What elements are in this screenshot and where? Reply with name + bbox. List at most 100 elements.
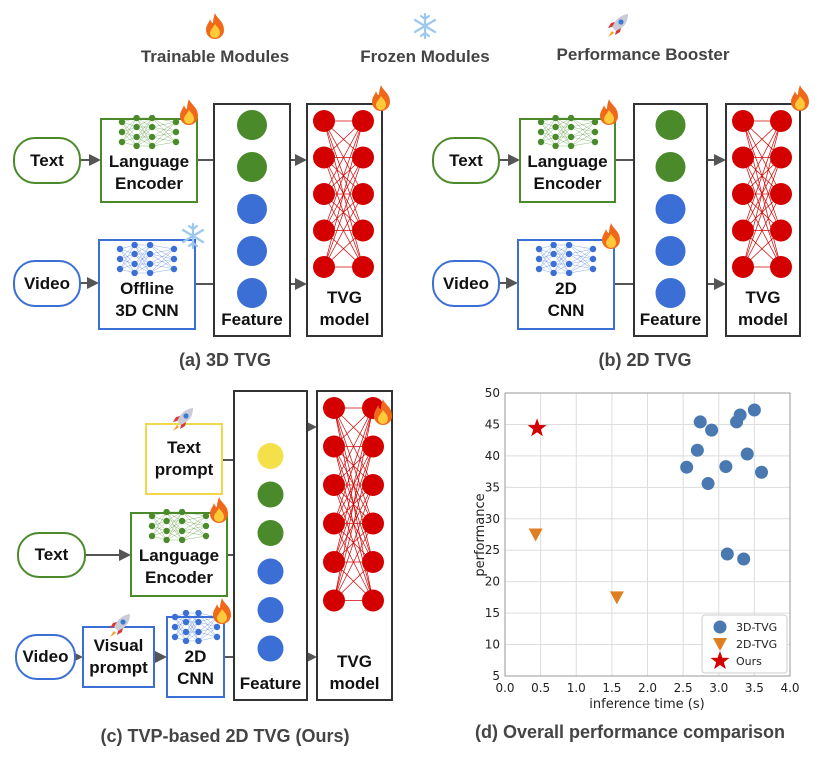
point-3d-tvg: [693, 415, 707, 429]
neural-net-icon: [171, 609, 220, 645]
feature-dot: [655, 110, 686, 140]
neural-net-icon: [116, 241, 178, 277]
fire-icon: [368, 84, 394, 112]
tvg-node: [313, 183, 335, 205]
fire-icon: [202, 12, 228, 40]
fire-icon: [596, 98, 622, 126]
label: Language: [108, 152, 190, 171]
y-tick-label: 25: [485, 543, 500, 557]
text-input-node: Text: [432, 137, 500, 184]
tvg-node: [362, 512, 384, 535]
2d-cnn: 2D CNN: [517, 239, 615, 330]
feature-dot: [257, 443, 284, 469]
y-tick-label: 5: [492, 669, 500, 683]
legend-marker: [710, 651, 730, 670]
offline-3d-cnn: Offline 3D CNN: [98, 239, 196, 330]
tvg-node: [323, 435, 345, 458]
tvg-node: [362, 435, 384, 458]
tvg-node: [362, 589, 384, 612]
label: Text: [167, 438, 201, 457]
tvg-node: [323, 512, 345, 535]
label: CNN: [547, 301, 585, 320]
feature-dot: [257, 558, 284, 585]
tvg-node: [770, 256, 792, 278]
feature-label: Feature: [639, 310, 702, 329]
x-axis-label: inference time (s): [589, 697, 704, 712]
point-3d-tvg: [720, 547, 734, 561]
point-ours: [527, 418, 547, 437]
text-input-node: Text: [13, 137, 81, 184]
caption-a: (a) 3D TVG: [178, 350, 271, 370]
tvg-model: TVG model: [725, 103, 801, 337]
tvg-node: [352, 146, 374, 169]
label: 2D: [184, 647, 207, 666]
caption-c: (c) TVP-based 2D TVG (Ours): [100, 726, 350, 746]
tvg-model: TVG model: [316, 390, 393, 701]
point-3d-tvg: [701, 477, 715, 491]
point-3d-tvg: [755, 465, 768, 479]
tvg-node: [732, 110, 754, 132]
feature-dot: [257, 481, 284, 508]
y-tick-label: 45: [485, 417, 500, 431]
tvg-node: [352, 110, 374, 132]
label: model: [329, 674, 380, 693]
legend-booster: Performance Booster: [556, 45, 730, 64]
label: prompt: [154, 460, 214, 479]
x-tick-label: 2.0: [638, 681, 657, 695]
label: model: [319, 310, 370, 329]
language-encoder: Language Encoder: [100, 114, 198, 203]
label: Encoder: [114, 174, 184, 193]
tvg-node: [313, 110, 335, 132]
tvg-node: [732, 183, 754, 205]
legend-frozen: Frozen Modules: [360, 47, 490, 66]
x-tick-label: 1.5: [602, 681, 621, 695]
x-tick-label: 0.0: [495, 681, 514, 695]
feature-column: Feature: [213, 103, 291, 337]
point-3d-tvg: [690, 443, 704, 457]
tvg-node: [352, 183, 374, 205]
y-axis-label: performance: [473, 493, 488, 576]
language-encoder: Language Encoder: [130, 508, 228, 597]
x-tick-label: 2.5: [674, 681, 693, 695]
feature-dot: [237, 110, 267, 140]
feature-dot: [655, 278, 686, 308]
feature-dot: [237, 278, 267, 308]
feature-label: Feature: [221, 310, 283, 329]
scatter-chart: 0.0 0.5 1.0 1.5 2.0 2.5 3.0 3.5 4.0 5 10 15 20 25 30 35…: [473, 386, 800, 712]
caption-b: (b) 2D TVG: [598, 350, 692, 370]
x-tick-label: 3.0: [709, 681, 728, 695]
x-tick-label: 1.0: [567, 681, 586, 695]
fire-icon: [370, 398, 396, 426]
point-3d-tvg: [705, 423, 719, 437]
x-tick-label: 4.0: [780, 681, 799, 695]
video-input-node: Video: [13, 260, 81, 307]
2d-cnn: 2D CNN: [166, 609, 225, 698]
feature-dot: [655, 152, 686, 182]
label: Visual: [93, 636, 144, 655]
neural-net-icon: [535, 241, 597, 277]
feature-column: Feature: [633, 103, 708, 337]
neural-net-icon: [118, 114, 180, 150]
tvg-node: [313, 256, 335, 278]
label: Offline: [120, 279, 174, 298]
point-2d-tvg: [609, 591, 624, 605]
label: Encoder: [144, 568, 214, 587]
tvg-node: [732, 146, 754, 169]
neural-net-icon: [148, 508, 210, 544]
legend-marker: [713, 638, 727, 651]
y-tick-label: 50: [485, 386, 500, 400]
point-3d-tvg: [740, 447, 754, 461]
feature-dot: [237, 236, 267, 266]
label: TVG: [337, 652, 372, 671]
rocket-icon: [605, 12, 631, 40]
chart-legend: 3D-TVG 2D-TVG Ours: [701, 614, 788, 674]
fire-icon: [787, 84, 813, 112]
tvg-node: [362, 551, 384, 573]
rocket-icon: [107, 612, 133, 640]
tvg-model: TVG model: [306, 103, 383, 337]
language-encoder: Language Encoder: [519, 114, 616, 203]
tvg-node: [323, 551, 345, 573]
legend-label: 2D-TVG: [736, 638, 777, 651]
tvg-node: [313, 219, 335, 242]
point-3d-tvg: [737, 552, 751, 566]
